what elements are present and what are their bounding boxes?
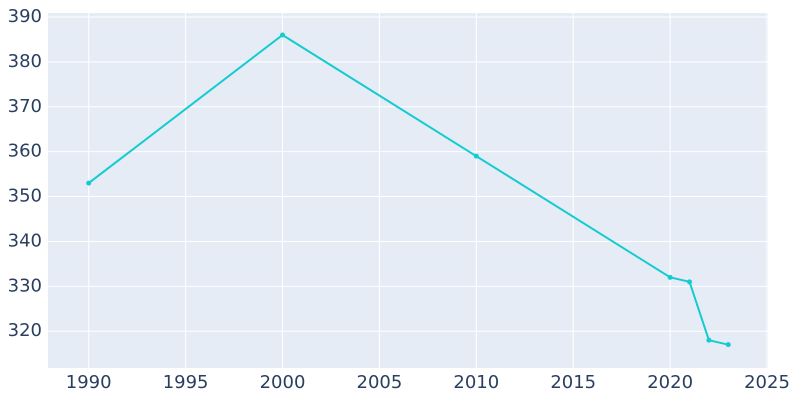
data-point — [86, 180, 92, 186]
y-tick-label: 350 — [8, 186, 42, 207]
y-tick-label: 320 — [8, 320, 42, 341]
y-tick-label: 330 — [8, 275, 42, 296]
data-point — [706, 337, 712, 343]
y-tick-label: 370 — [8, 96, 42, 117]
x-tick-label: 2000 — [260, 372, 306, 393]
x-tick-label: 2005 — [357, 372, 403, 393]
x-tick-label: 2020 — [647, 372, 693, 393]
x-tick-label: 2015 — [550, 372, 596, 393]
y-tick-label: 340 — [8, 230, 42, 251]
plot-area — [48, 13, 768, 368]
y-tick-label: 390 — [8, 6, 42, 27]
data-point — [473, 153, 479, 159]
y-tick-label: 380 — [8, 51, 42, 72]
data-point — [687, 279, 693, 285]
x-tick-label: 1995 — [163, 372, 209, 393]
data-point — [280, 32, 286, 38]
x-tick-label: 2010 — [453, 372, 499, 393]
data-point — [725, 342, 731, 348]
y-tick-label: 360 — [8, 141, 42, 162]
x-tick-label: 1990 — [66, 372, 112, 393]
data-point — [667, 274, 673, 280]
x-tick-label: 2025 — [744, 372, 790, 393]
